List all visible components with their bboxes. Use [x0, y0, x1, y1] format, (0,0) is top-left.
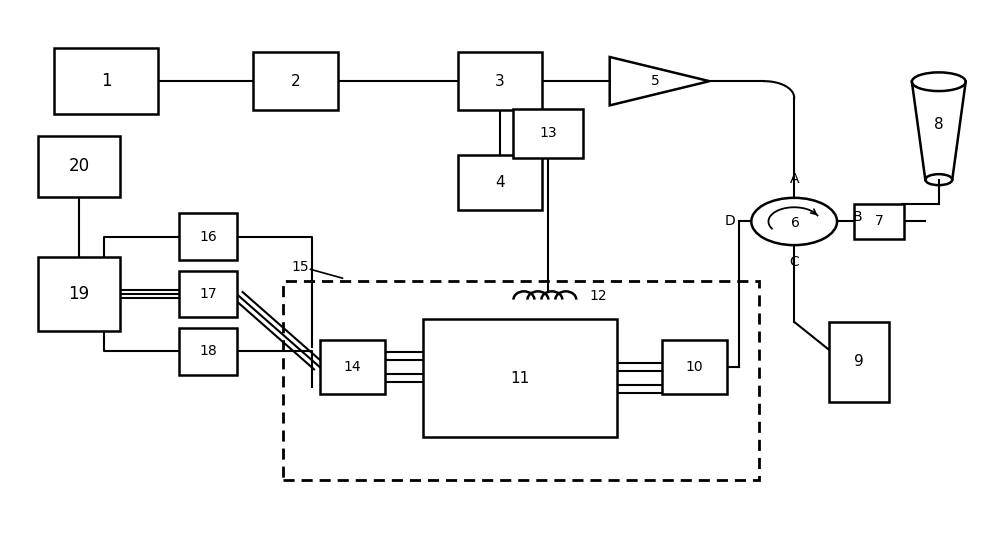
Text: 13: 13	[539, 127, 557, 140]
Text: 7: 7	[875, 215, 883, 228]
Bar	[458, 155, 542, 211]
Bar	[513, 109, 583, 158]
Text: 11: 11	[510, 371, 530, 386]
Text: 18: 18	[199, 345, 217, 358]
Text: 5: 5	[651, 74, 660, 88]
Text: 1: 1	[101, 72, 111, 90]
Text: 10: 10	[686, 361, 703, 374]
Text: 2: 2	[291, 74, 300, 88]
Bar	[458, 53, 542, 110]
Bar	[179, 213, 237, 260]
Bar	[829, 322, 889, 401]
Text: 17: 17	[199, 287, 217, 301]
Bar	[662, 340, 727, 394]
Text: 8: 8	[934, 117, 944, 132]
Text: 12: 12	[590, 289, 607, 303]
Bar	[423, 319, 617, 437]
Bar	[854, 204, 904, 239]
Bar	[38, 257, 120, 331]
Text: 16: 16	[199, 230, 217, 244]
Text: 14: 14	[344, 361, 361, 374]
Bar	[179, 271, 237, 317]
Text: 19: 19	[69, 285, 90, 303]
Text: 3: 3	[495, 74, 505, 88]
Text: 6: 6	[791, 216, 800, 230]
Bar	[179, 328, 237, 375]
Bar	[253, 53, 338, 110]
Text: C: C	[789, 255, 799, 269]
Text: 20: 20	[69, 158, 90, 175]
Text: B: B	[853, 210, 863, 224]
Bar	[283, 281, 759, 480]
Text: A: A	[789, 172, 799, 186]
Bar	[54, 48, 158, 114]
Bar	[38, 136, 120, 197]
Text: 9: 9	[854, 354, 864, 369]
Text: 4: 4	[495, 175, 505, 190]
Text: 15: 15	[292, 259, 309, 274]
Text: D: D	[725, 215, 735, 228]
Bar	[320, 340, 385, 394]
